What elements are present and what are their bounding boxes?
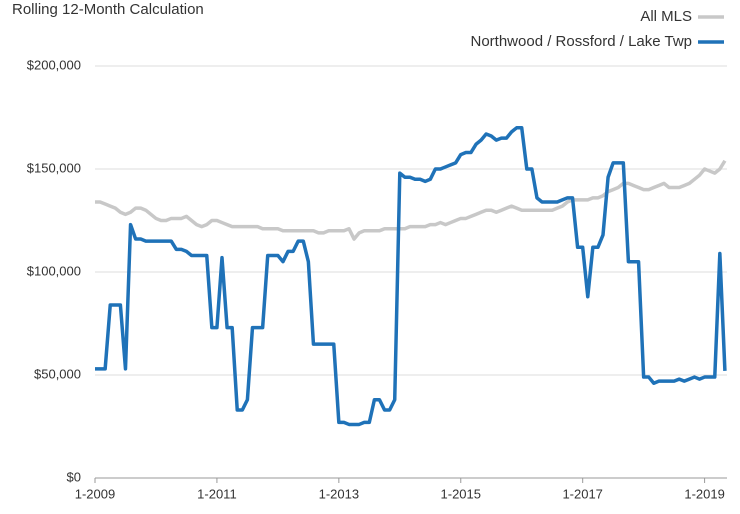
chart-title: Rolling 12-Month Calculation <box>12 1 204 18</box>
x-tick-label: 1-2019 <box>684 486 724 501</box>
x-tick-label: 1-2015 <box>441 486 481 501</box>
x-tick-label: 1-2017 <box>562 486 602 501</box>
y-tick-label: $50,000 <box>34 366 81 381</box>
series-line <box>95 126 727 427</box>
series-line <box>95 159 727 241</box>
legend-label: All MLS <box>640 8 692 25</box>
x-tick-label: 1-2011 <box>197 486 237 501</box>
y-tick-label: $150,000 <box>27 160 81 175</box>
y-tick-label: $100,000 <box>27 263 81 278</box>
x-tick-label: 1-2013 <box>319 486 359 501</box>
y-tick-label: $200,000 <box>27 57 81 72</box>
y-tick-label: $0 <box>67 469 81 484</box>
x-tick-label: 1-2009 <box>75 486 115 501</box>
legend-label: Northwood / Rossford / Lake Twp <box>471 33 693 50</box>
